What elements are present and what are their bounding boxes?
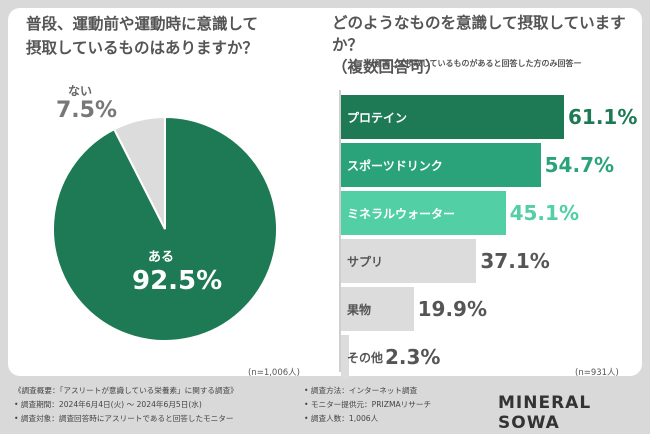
right-question: どのようなものを意識して摂取していますか？ （複数回答可） xyxy=(332,12,632,78)
bar: 果物 xyxy=(341,287,414,331)
footer-line: • 調査期間：2024年6月4日(火) ～ 2024年6月5日(水) xyxy=(14,400,202,409)
bar: サプリ xyxy=(341,239,477,283)
left-question-line1: 普段、運動前や運動時に意識して xyxy=(26,15,259,33)
bar-value-label: 61.1% xyxy=(568,105,638,129)
footer-line: • 調査対象：調査回答時にアスリートであると回答したモニター xyxy=(14,414,234,423)
bar-value-label: 2.3% xyxy=(385,345,441,369)
footer-line: • 調査方法：インターネット調査 xyxy=(304,386,418,395)
bar-value-label: 19.9% xyxy=(417,297,488,321)
pie-label-no: ない xyxy=(68,84,93,98)
bar: その他 xyxy=(341,335,383,379)
footer-survey-right: • 調査方法：インターネット調査 • モニター提供元：PRIZMAリサーチ • … xyxy=(304,384,431,426)
footer-line: 《調査概要：「アスリートが意識している栄養素」に関する調査》 xyxy=(14,386,238,395)
right-question-line2: （複数回答可） xyxy=(332,58,441,76)
bar-category-label: その他 xyxy=(347,350,384,365)
chart-card: 普段、運動前や運動時に意識して 摂取しているものはありますか？ ない 7.5% … xyxy=(8,8,642,379)
pie-label-yes: ある xyxy=(148,250,175,265)
bar: プロテイン xyxy=(341,95,564,139)
pie-value-no: 7.5% xyxy=(56,98,118,123)
right-question-line1: どのようなものを意識して摂取していますか？ xyxy=(332,14,626,54)
bar: スポーツドリンク xyxy=(341,143,541,187)
brand-logo: MINERAL SOWA xyxy=(498,393,592,433)
footer-survey-left: 《調査概要：「アスリートが意識している栄養素」に関する調査》 • 調査期間：20… xyxy=(14,384,238,426)
bar: ミネラルウォーター xyxy=(341,191,506,235)
bar-category-label: サプリ xyxy=(347,254,384,269)
right-note: ー意識して摂取しているものがあると回答した方のみ回答ー xyxy=(366,59,582,68)
bar-axis xyxy=(339,90,341,372)
bar-value-label: 37.1% xyxy=(480,249,550,273)
bar-category-label: 果物 xyxy=(347,302,372,317)
footer-line: • モニター提供元：PRIZMAリサーチ xyxy=(304,400,432,409)
left-question-line2: 摂取しているものはありますか？ xyxy=(26,39,259,57)
right-sample-size: (n=931人) xyxy=(575,368,619,378)
pie-chart xyxy=(52,116,278,342)
bar-category-label: ミネラルウォーター xyxy=(347,206,456,221)
bar-category-label: スポーツドリンク xyxy=(347,158,443,173)
bar-value-label: 45.1% xyxy=(509,201,579,225)
footer-line: • 調査人数：1,006人 xyxy=(304,414,379,423)
left-question: 普段、運動前や運動時に意識して 摂取しているものはありますか？ xyxy=(26,12,316,60)
bar-value-label: 54.7% xyxy=(544,153,615,177)
bar-category-label: プロテイン xyxy=(347,110,408,125)
pie-slice-no xyxy=(112,116,166,230)
pie-value-yes: 92.5% xyxy=(132,266,223,296)
left-sample-size: (n=1,006人) xyxy=(248,368,300,378)
